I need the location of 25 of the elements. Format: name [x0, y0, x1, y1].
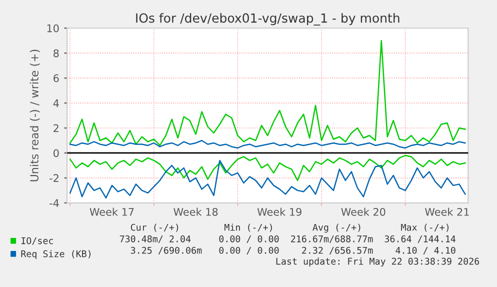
y-tick-label: 4: [53, 99, 59, 107]
x-tick-label: Week 19: [257, 208, 302, 216]
text: 730.48m/ 2.04 0.00 / 0.00 216.67m/688.77m 36.64 /144.14: [120, 235, 456, 244]
chart-title: IOs for /dev/ebox01-vg/swap_1 - by month: [136, 13, 400, 26]
legend-label: Req Size (KB): [21, 250, 90, 260]
line-series: [69, 154, 466, 182]
legend-label: IO/sec: [22, 237, 53, 245]
line-series: [69, 160, 466, 199]
y-tick-label: 8: [54, 49, 59, 58]
x-tick-label: Week 20: [341, 208, 386, 216]
text: Last update: Fri May 22 03:38:39 2026: [276, 258, 480, 266]
y-axis-title: Units read (-) / write (+): [30, 50, 40, 182]
x-tick-label: Week 18: [174, 208, 218, 216]
y-tick-label: -2: [50, 174, 58, 182]
y-tick-label: 10: [47, 24, 59, 32]
x-tick-label: Week 17: [90, 208, 134, 216]
text: 3.25 /690.06m 0.00 / 0.00 2.32 /656.57m 4.10 / 4.10: [130, 246, 456, 255]
y-tick-label: -4: [50, 199, 59, 207]
y-tick-label: 6: [54, 74, 59, 82]
line-series: [69, 140, 466, 149]
x-tick-label: Week 21: [425, 208, 469, 216]
y-tick-label: 2: [54, 124, 58, 132]
line-series: [69, 40, 466, 146]
y-tick-label: 0: [54, 149, 59, 158]
text: Cur (-/+) Min (-/+) Avg (-/+) Max (-/+): [130, 224, 448, 233]
